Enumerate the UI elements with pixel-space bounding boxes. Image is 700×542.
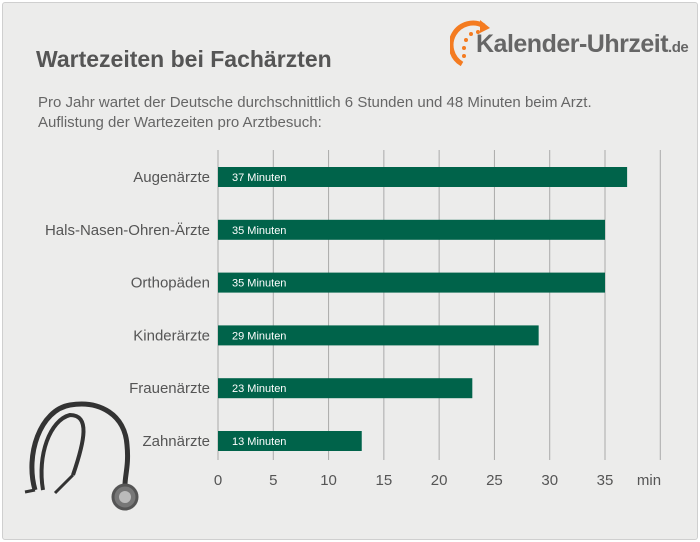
bar-value-label: 35 Minuten	[232, 278, 286, 290]
category-label: Kinderärzte	[133, 327, 210, 344]
logo-name: Kalender-Uhrzeit	[476, 30, 669, 58]
bar	[218, 325, 539, 346]
logo: Kalender-Uhrzeit.de	[450, 18, 690, 70]
subtitle-line-1: Pro Jahr wartet der Deutsche durchschnit…	[38, 94, 592, 111]
subtitle-line-2: Auflistung der Wartezeiten pro Arztbesuc…	[38, 114, 322, 131]
page-title: Wartezeiten bei Fachärzten	[36, 46, 332, 72]
bar	[218, 219, 605, 240]
bar-value-label: 13 Minuten	[232, 436, 286, 448]
x-tick-label: 0	[214, 472, 222, 489]
bar	[218, 272, 605, 293]
bar	[218, 431, 362, 451]
subtitle: Pro Jahr wartet der Deutsche durchschnit…	[38, 93, 592, 133]
bar-value-label: 35 Minuten	[232, 225, 286, 237]
x-tick-label: 20	[431, 472, 448, 489]
bar-value-label: 29 Minuten	[232, 330, 286, 342]
category-label: Zahnärzte	[142, 433, 210, 450]
category-label: Frauenärzte	[129, 380, 210, 397]
x-axis-label: min	[637, 472, 661, 489]
x-tick-label: 15	[376, 472, 393, 489]
x-tick-label: 30	[541, 472, 558, 489]
bar	[218, 378, 473, 399]
stethoscope-icon	[24, 401, 139, 511]
category-label: Hals-Nasen-Ohren-Ärzte	[45, 222, 210, 239]
category-label: Orthopäden	[131, 275, 210, 292]
x-tick-label: 5	[269, 472, 277, 489]
category-label: Augenärzte	[133, 169, 210, 186]
bar-value-label: 23 Minuten	[232, 383, 286, 395]
bar	[218, 167, 628, 187]
bar-value-label: 37 Minuten	[232, 172, 286, 184]
logo-tld: .de	[668, 39, 689, 56]
x-tick-label: 35	[597, 472, 614, 489]
x-tick-label: 25	[486, 472, 503, 489]
clock-arrow-icon	[450, 20, 490, 67]
x-tick-label: 10	[320, 472, 337, 489]
